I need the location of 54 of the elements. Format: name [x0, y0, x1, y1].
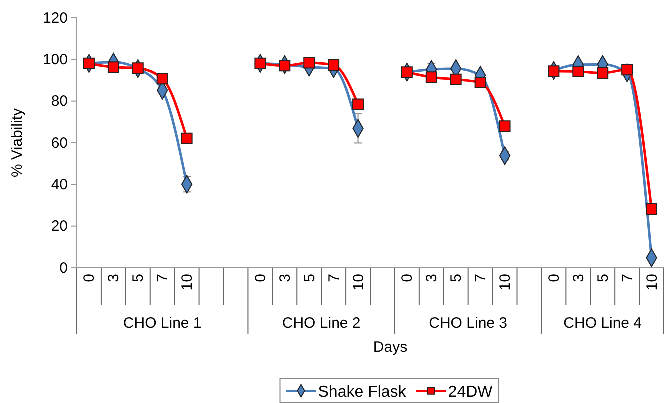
point	[156, 73, 168, 85]
point	[474, 77, 486, 89]
x-tick-label: 10	[179, 274, 196, 291]
point	[304, 57, 316, 69]
x-tick-label: 7	[326, 274, 343, 282]
x-axis-title: Days	[373, 339, 408, 356]
y-axis-title: % Viability	[9, 108, 26, 178]
x-tick-label: 5	[130, 274, 148, 282]
y-tick-label: 40	[51, 176, 68, 194]
point	[646, 204, 658, 215]
y-tick-label: 80	[51, 93, 68, 110]
x-tick-label: 3	[570, 274, 588, 282]
point	[572, 66, 584, 78]
y-tick-label: 120	[42, 10, 68, 27]
x-tick-label: 10	[497, 274, 514, 291]
point	[548, 66, 560, 78]
point	[622, 64, 634, 76]
text: CHO Line 1	[123, 315, 202, 332]
point	[499, 120, 511, 132]
x-tick-label: 3	[276, 274, 294, 282]
point	[597, 67, 609, 79]
point	[352, 98, 364, 110]
legend-label: 24DW	[448, 384, 494, 401]
point	[254, 58, 266, 70]
legend-label: Shake Flask	[318, 384, 408, 401]
point	[83, 58, 95, 70]
point	[328, 60, 340, 72]
point	[426, 72, 438, 84]
x-tick-label: 0	[399, 274, 416, 282]
text: CHO Line 2	[282, 315, 361, 332]
text: CHO Line 3	[429, 315, 508, 332]
x-tick-label: 5	[594, 274, 612, 282]
x-tick-label: 3	[424, 274, 441, 282]
point	[450, 74, 462, 86]
x-tick-label: 10	[644, 274, 661, 291]
y-tick-label: 100	[42, 51, 68, 68]
x-tick-label: 7	[154, 274, 172, 282]
x-tick-label: 10	[350, 274, 368, 291]
text: CHO Line 4	[564, 315, 642, 332]
x-tick-label: 0	[252, 274, 270, 282]
point	[279, 60, 291, 72]
point	[401, 66, 413, 78]
point	[132, 62, 144, 74]
x-tick-label: 7	[472, 274, 490, 282]
x-tick-label: 5	[448, 274, 466, 282]
x-tick-label: 7	[619, 274, 636, 282]
point	[181, 132, 193, 144]
y-tick-label: 60	[51, 134, 68, 152]
x-tick-label: 0	[81, 274, 98, 282]
x-tick-label: 0	[546, 274, 563, 282]
y-tick-label: 20	[51, 218, 68, 236]
point	[108, 62, 120, 74]
x-tick-label: 5	[301, 274, 318, 282]
x-tick-label: 3	[106, 274, 123, 282]
